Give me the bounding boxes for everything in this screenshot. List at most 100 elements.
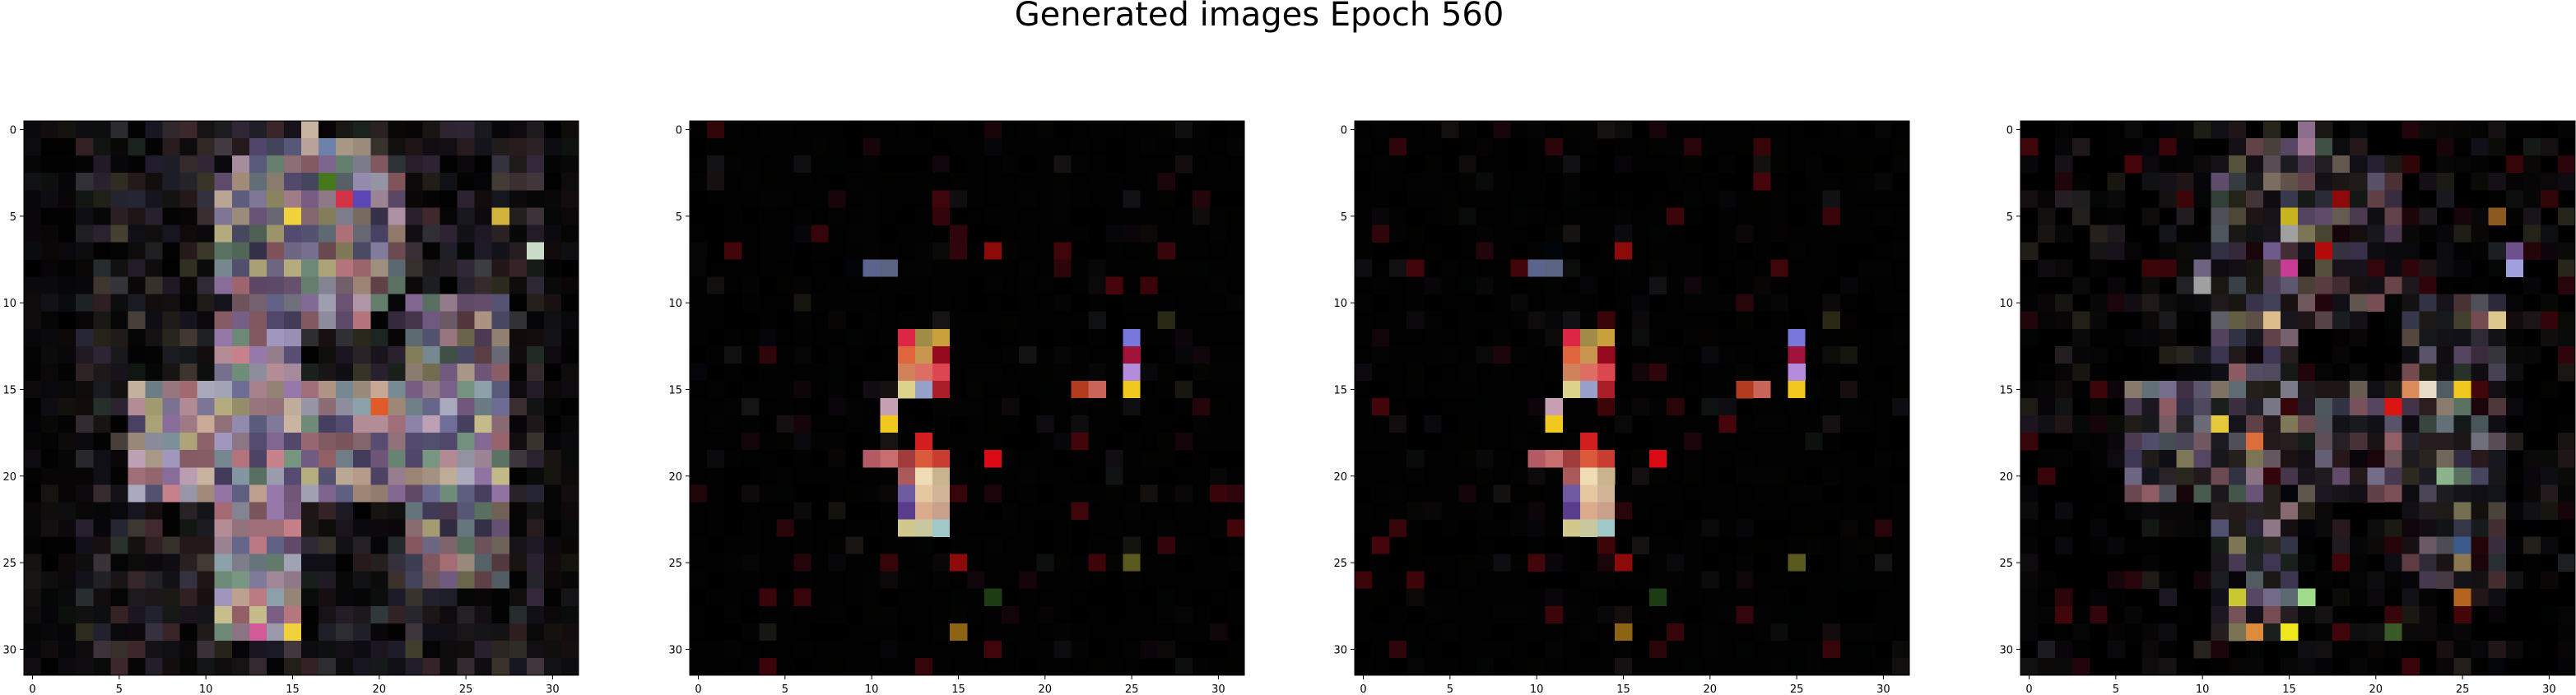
image-pixel: [793, 380, 811, 399]
image-pixel: [560, 657, 579, 676]
image-pixel: [1770, 484, 1788, 503]
image-pixel: [2557, 207, 2576, 225]
image-pixel: [2020, 328, 2039, 347]
image-pixel: [949, 328, 968, 347]
image-pixel: [319, 311, 337, 330]
image-pixel: [1527, 225, 1546, 243]
image-pixel: [845, 173, 864, 191]
image-pixel: [1891, 519, 1910, 537]
image-pixel: [2124, 415, 2142, 433]
image-pixel: [2176, 433, 2195, 451]
image-pixel: [491, 536, 510, 554]
image-pixel: [1545, 433, 1564, 451]
image-pixel: [266, 450, 285, 468]
image-pixel: [301, 225, 319, 243]
x-tick-label: 20: [1039, 683, 1053, 695]
image-pixel: [2419, 294, 2437, 313]
image-pixel: [1579, 328, 1598, 347]
image-pixel: [1770, 259, 1788, 277]
image-pixel: [128, 415, 146, 433]
image-pixel: [707, 276, 725, 295]
y-tick-label: 20: [2, 471, 16, 484]
image-pixel: [2262, 363, 2281, 382]
image-pixel: [1857, 657, 1876, 676]
image-pixel: [2419, 380, 2437, 399]
image-pixel: [1140, 294, 1159, 313]
image-pixel: [526, 605, 545, 624]
image-pixel: [2020, 484, 2039, 503]
image-pixel: [509, 276, 528, 295]
image-pixel: [845, 571, 864, 590]
image-pixel: [422, 657, 440, 676]
image-pixel: [880, 190, 899, 208]
image-pixel: [1209, 225, 1228, 243]
image-pixel: [474, 155, 493, 174]
image-pixel: [422, 571, 440, 590]
image-pixel: [1226, 433, 1245, 451]
image-pixel: [1493, 450, 1511, 468]
image-pixel: [1649, 450, 1667, 468]
image-pixel: [422, 207, 440, 225]
image-pixel: [2141, 155, 2160, 174]
image-pixel: [301, 259, 319, 277]
image-pixel: [828, 328, 846, 347]
image-pixel: [93, 121, 111, 139]
image-pixel: [214, 328, 233, 347]
image-pixel: [145, 433, 163, 451]
image-pixel: [526, 121, 545, 139]
image-pixel: [319, 380, 337, 399]
image-pixel: [301, 657, 319, 676]
image-pixel: [1424, 311, 1442, 330]
image-pixel: [266, 657, 285, 676]
image-pixel: [162, 467, 180, 485]
image-pixel: [1579, 121, 1598, 139]
image-pixel: [1174, 536, 1193, 554]
image-pixel: [41, 536, 59, 554]
image-pixel: [1545, 398, 1564, 416]
image-pixel: [1874, 380, 1893, 399]
image-pixel: [1527, 294, 1546, 313]
image-pixel: [914, 536, 933, 554]
image-pixel: [1562, 588, 1581, 607]
image-pixel: [1192, 398, 1211, 416]
image-pixel: [2419, 276, 2437, 295]
image-pixel: [984, 242, 1002, 260]
image-pixel: [793, 173, 811, 191]
image-pixel: [2367, 155, 2385, 174]
image-pixel: [1822, 536, 1841, 554]
image-pixel: [1157, 484, 1176, 503]
image-pixel: [880, 138, 899, 156]
image-pixel: [41, 623, 59, 642]
image-pixel: [1493, 571, 1511, 590]
image-pixel: [880, 345, 899, 364]
image-pixel: [2471, 328, 2490, 347]
image-pixel: [863, 276, 881, 295]
image-pixel: [197, 225, 216, 243]
image-pixel: [2280, 173, 2299, 191]
image-pixel: [2072, 433, 2090, 451]
image-pixel: [776, 121, 794, 139]
image-pixel: [1036, 433, 1054, 451]
image-pixel: [1036, 502, 1054, 520]
image-pixel: [1355, 623, 1373, 642]
image-pixel: [759, 138, 777, 156]
image-pixel: [1753, 623, 1771, 642]
image-pixel: [474, 363, 493, 382]
image-pixel: [474, 294, 493, 313]
image-pixel: [301, 484, 319, 503]
image-pixel: [2540, 138, 2559, 156]
image-pixel: [2141, 138, 2160, 156]
image-pixel: [2176, 605, 2195, 624]
image-pixel: [1355, 398, 1373, 416]
image-pixel: [388, 190, 406, 208]
image-pixel: [724, 138, 742, 156]
image-pixel: [2020, 571, 2039, 590]
image-pixel: [370, 345, 388, 364]
image-pixel: [491, 225, 510, 243]
image-pixel: [1874, 605, 1893, 624]
image-pixel: [2193, 173, 2212, 191]
y-tick-label: 25: [1999, 558, 2013, 570]
image-pixel: [2453, 311, 2472, 330]
image-pixel: [1562, 259, 1581, 277]
image-pixel: [1562, 173, 1581, 191]
